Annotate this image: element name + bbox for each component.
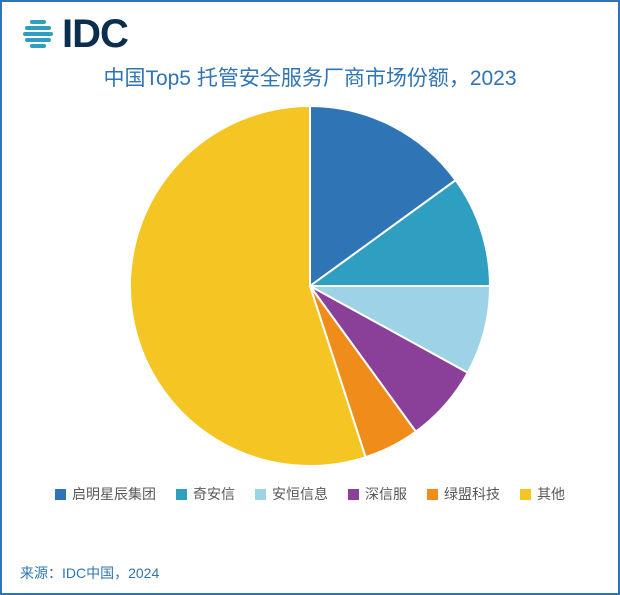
source-attribution: 来源：IDC中国，2024 <box>20 563 159 583</box>
idc-logo: IDC <box>20 14 600 54</box>
idc-logo-text: IDC <box>62 14 128 54</box>
legend-label: 深信服 <box>365 484 407 504</box>
legend-item: 启明星辰集团 <box>55 484 156 504</box>
legend-swatch <box>55 489 66 500</box>
legend-swatch <box>348 489 359 500</box>
legend-label: 奇安信 <box>193 484 235 504</box>
legend-label: 其他 <box>537 484 565 504</box>
legend-swatch <box>427 489 438 500</box>
legend: 启明星辰集团 奇安信 安恒信息 深信服 绿盟科技 其他 <box>20 484 600 504</box>
chart-frame: IDC 中国Top5 托管安全服务厂商市场份额，2023 启明星辰集团 奇安信 安恒… <box>0 0 620 595</box>
legend-label: 绿盟科技 <box>444 484 500 504</box>
legend-label: 安恒信息 <box>272 484 328 504</box>
legend-item: 奇安信 <box>176 484 235 504</box>
idc-logo-globe-icon <box>20 16 56 52</box>
legend-swatch <box>176 489 187 500</box>
legend-label: 启明星辰集团 <box>72 484 156 504</box>
legend-swatch <box>520 489 531 500</box>
legend-item: 其他 <box>520 484 565 504</box>
chart-title: 中国Top5 托管安全服务厂商市场份额，2023 <box>20 62 600 92</box>
legend-item: 安恒信息 <box>255 484 328 504</box>
legend-item: 绿盟科技 <box>427 484 500 504</box>
legend-item: 深信服 <box>348 484 407 504</box>
pie-chart-container <box>20 106 600 466</box>
pie-chart <box>130 106 490 466</box>
legend-swatch <box>255 489 266 500</box>
